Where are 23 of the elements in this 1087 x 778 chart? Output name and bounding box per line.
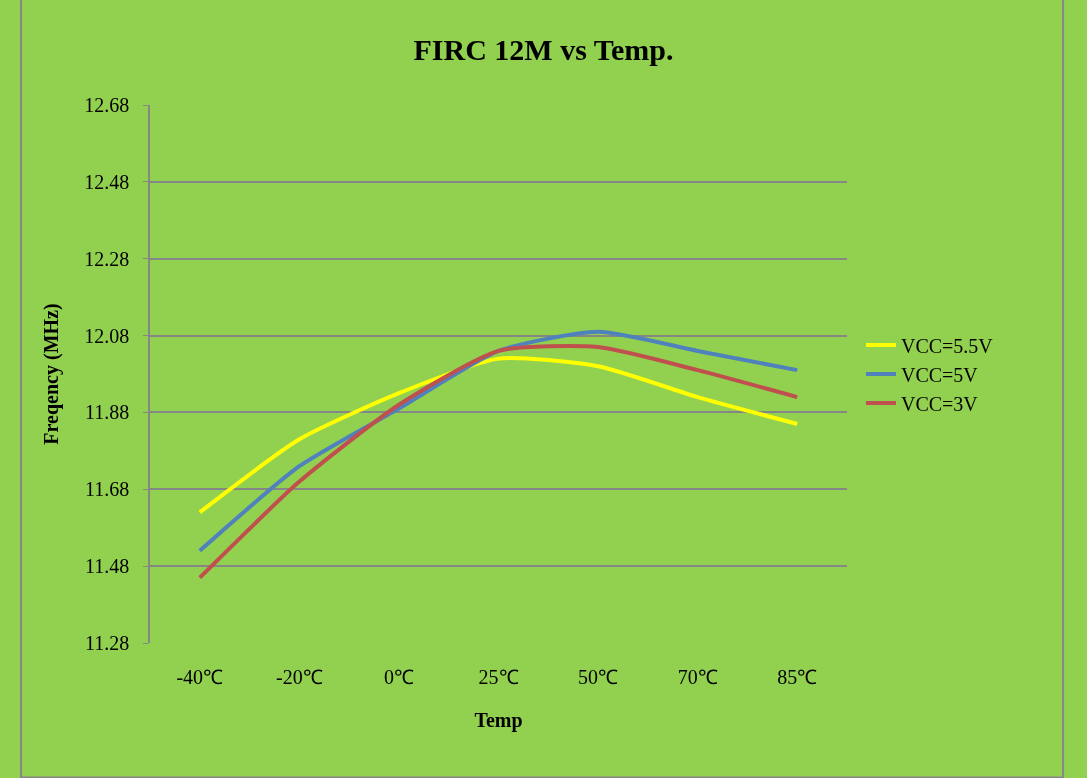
y-tick-label: 12.28 — [84, 247, 130, 270]
x-tick-label: -40℃ — [176, 666, 224, 688]
x-tick-label: -20℃ — [276, 666, 323, 688]
x-tick-label: 0℃ — [383, 666, 414, 688]
y-tick-label: 12.68 — [84, 94, 130, 116]
line-series — [197, 344, 800, 580]
y-tick-label: 12.48 — [84, 170, 130, 193]
x-tick-label: 70℃ — [677, 666, 718, 688]
y-axis-title: Freqency (MHz) — [40, 303, 64, 445]
legend-label: VCC=5.5V — [900, 334, 994, 357]
x-axis-title: Temp — [474, 708, 523, 732]
x-tick-label: 50℃ — [578, 666, 619, 688]
line-series — [197, 356, 800, 515]
y-tick-label: 12.08 — [84, 324, 130, 347]
chart-title: FIRC 12M vs Temp. — [413, 32, 674, 66]
y-tick-label: 11.28 — [84, 632, 130, 654]
y-tick-label: 11.48 — [84, 555, 130, 578]
legend-label: VCC=3V — [900, 392, 979, 415]
x-tick-label: 25℃ — [478, 666, 519, 688]
y-tick-label: 11.88 — [84, 401, 130, 424]
y-tick-label: 11.68 — [84, 478, 130, 501]
legend-label: VCC=5V — [900, 363, 979, 386]
x-tick-label: 85℃ — [777, 666, 818, 688]
